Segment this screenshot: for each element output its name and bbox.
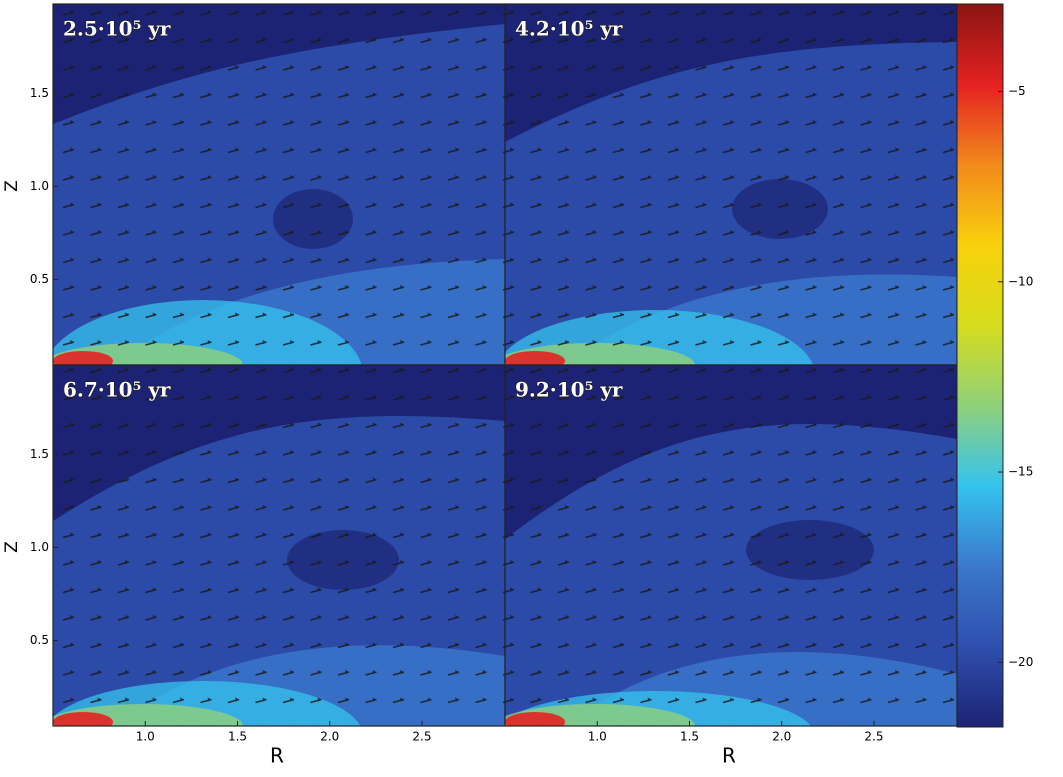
y-tick-label: 1.5 (30, 86, 49, 100)
x-tick-label: 2.0 (320, 730, 339, 744)
colorbar-tick-label: −20 (1008, 655, 1033, 669)
x-tick-label: 1.0 (136, 730, 155, 744)
y-axis-label: Z (2, 541, 22, 553)
colorbar (956, 3, 1004, 728)
panel-title: 4.2·10⁵ yr (515, 17, 623, 41)
colorbar-tick-label: −10 (1008, 274, 1033, 288)
heatmap (53, 365, 505, 726)
x-axis-label: R (270, 744, 284, 768)
x-tick-label: 1.5 (680, 730, 699, 744)
y-tick-label: 0.5 (30, 272, 49, 286)
x-axis-label: R (722, 744, 736, 768)
y-tick-label: 1.0 (30, 540, 49, 554)
x-tick-label: 1.0 (588, 730, 607, 744)
heatmap (505, 4, 957, 365)
colorbar-tick-label: −15 (1008, 465, 1033, 479)
panel-title: 6.7·10⁵ yr (63, 378, 171, 402)
panel-title: 9.2·10⁵ yr (515, 378, 623, 402)
panel-title: 2.5·10⁵ yr (63, 17, 171, 41)
x-tick-label: 1.5 (228, 730, 247, 744)
y-tick-label: 1.0 (30, 179, 49, 193)
y-tick-label: 1.5 (30, 447, 49, 461)
quiver (53, 365, 505, 726)
quiver (505, 365, 957, 726)
heatmap (505, 365, 957, 726)
colorbar-tick-label: −5 (1008, 84, 1026, 98)
x-tick-label: 2.0 (772, 730, 791, 744)
x-tick-label: 2.5 (864, 730, 883, 744)
x-tick-label: 2.5 (412, 730, 431, 744)
heatmap (53, 4, 505, 365)
quiver (53, 4, 505, 365)
y-axis-label: Z (2, 180, 22, 192)
quiver (505, 4, 957, 365)
y-tick-label: 0.5 (30, 633, 49, 647)
